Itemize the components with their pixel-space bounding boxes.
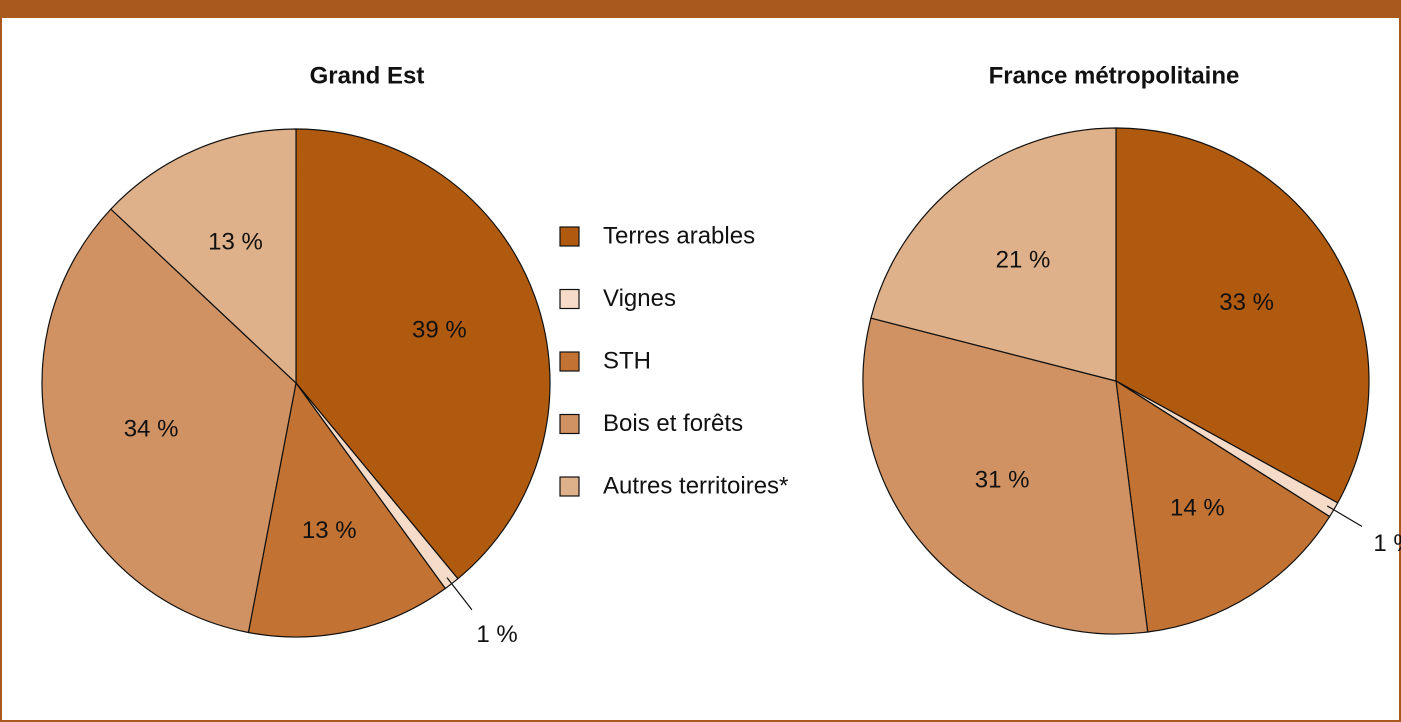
legend-swatch <box>559 351 580 372</box>
data-label: 14 % <box>1170 495 1225 522</box>
pie-slice <box>109 128 297 385</box>
legend-label: Vignes <box>603 285 676 312</box>
legend-label: Bois et forêts <box>603 410 743 437</box>
legend-swatch <box>559 288 580 310</box>
top-bar <box>0 0 1401 18</box>
data-label: 34 % <box>124 415 179 442</box>
pie-slice <box>247 381 447 638</box>
leader-line <box>446 577 473 611</box>
data-label: 13 % <box>208 228 263 255</box>
data-label: 21 % <box>996 246 1051 273</box>
legend-swatch <box>559 413 580 435</box>
legend-swatch <box>559 476 580 497</box>
legend-label: STH <box>603 347 651 374</box>
data-label: 13 % <box>302 517 357 544</box>
leader-line <box>1326 505 1363 528</box>
pie-slice <box>295 128 551 580</box>
chart-title: France métropolitaine <box>989 62 1240 89</box>
legend-label: Terres arables <box>603 222 755 249</box>
data-label: 31 % <box>975 467 1030 494</box>
data-label: 33 % <box>1219 289 1274 316</box>
pie-slice <box>870 127 1117 382</box>
data-label: 1 % <box>476 621 517 648</box>
legend-swatch <box>559 226 580 247</box>
pie-slice <box>41 208 297 634</box>
pie-slice <box>1115 127 1370 504</box>
data-label: 39 % <box>412 317 467 344</box>
chart-title: Grand Est <box>310 62 425 89</box>
legend-label: Autres territoires* <box>603 472 788 499</box>
data-label: 1 % <box>1373 530 1401 557</box>
pie-slice <box>1115 379 1331 633</box>
pie-slice <box>862 317 1149 635</box>
